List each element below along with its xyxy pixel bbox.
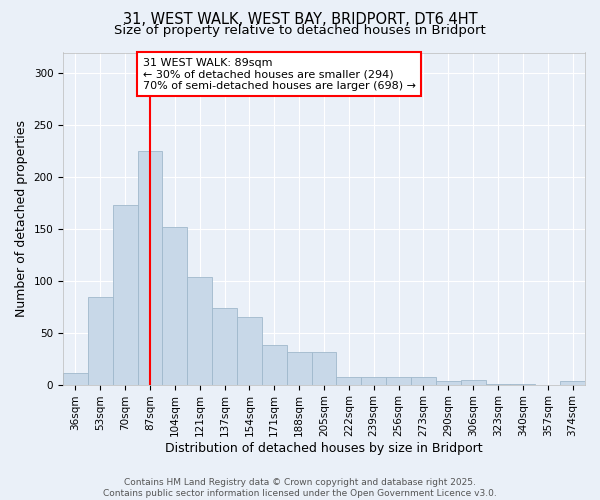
Text: Size of property relative to detached houses in Bridport: Size of property relative to detached ho… xyxy=(114,24,486,37)
Bar xyxy=(436,382,461,384)
Text: 31 WEST WALK: 89sqm
← 30% of detached houses are smaller (294)
70% of semi-detac: 31 WEST WALK: 89sqm ← 30% of detached ho… xyxy=(143,58,416,91)
Text: Contains HM Land Registry data © Crown copyright and database right 2025.
Contai: Contains HM Land Registry data © Crown c… xyxy=(103,478,497,498)
Bar xyxy=(237,317,262,384)
Bar xyxy=(262,345,287,385)
Bar xyxy=(187,276,212,384)
Bar xyxy=(461,380,485,384)
X-axis label: Distribution of detached houses by size in Bridport: Distribution of detached houses by size … xyxy=(165,442,483,455)
Bar xyxy=(163,227,187,384)
Bar xyxy=(361,378,386,384)
Bar xyxy=(212,308,237,384)
Y-axis label: Number of detached properties: Number of detached properties xyxy=(15,120,28,317)
Bar xyxy=(63,373,88,384)
Bar xyxy=(560,382,585,384)
Bar xyxy=(137,151,163,384)
Bar xyxy=(411,378,436,384)
Bar xyxy=(386,378,411,384)
Bar xyxy=(287,352,311,384)
Bar xyxy=(311,352,337,384)
Bar xyxy=(88,298,113,384)
Bar xyxy=(113,205,137,384)
Text: 31, WEST WALK, WEST BAY, BRIDPORT, DT6 4HT: 31, WEST WALK, WEST BAY, BRIDPORT, DT6 4… xyxy=(122,12,478,28)
Bar xyxy=(337,378,361,384)
